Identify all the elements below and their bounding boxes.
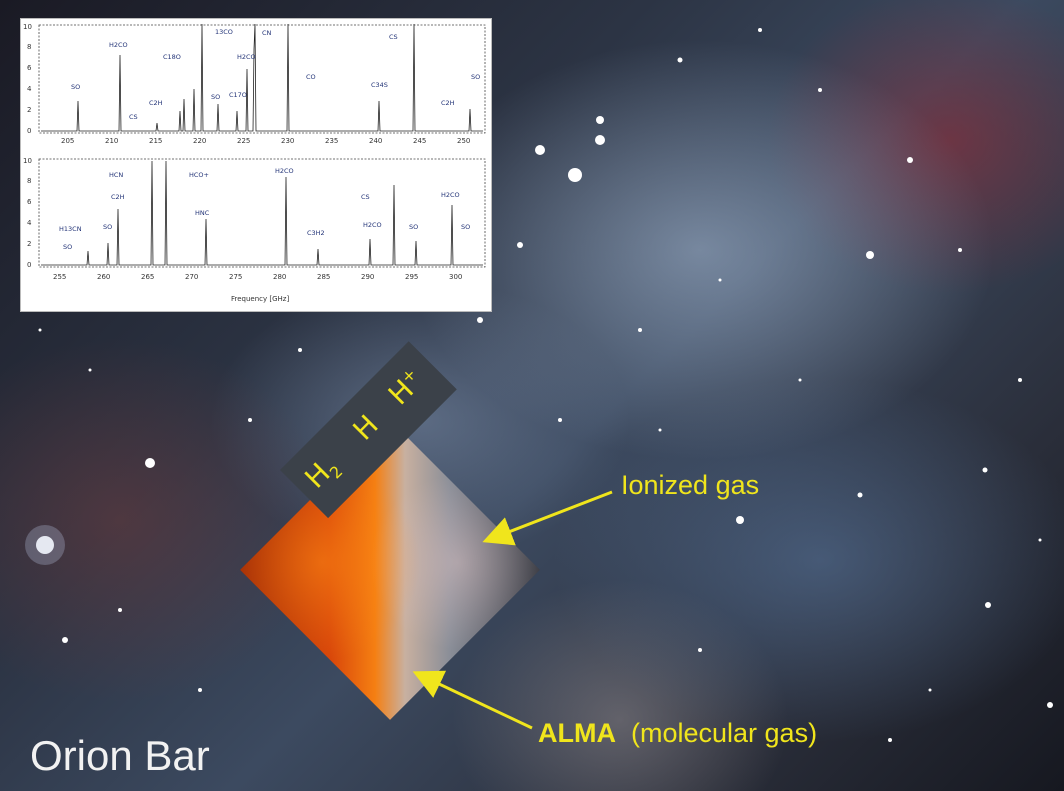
zone-hplus-label: H+ bbox=[381, 364, 421, 412]
svg-text:8: 8 bbox=[27, 177, 31, 185]
svg-text:CS: CS bbox=[361, 193, 370, 201]
svg-text:SO: SO bbox=[211, 93, 220, 101]
svg-text:SO: SO bbox=[409, 223, 418, 231]
svg-text:C17O: C17O bbox=[229, 91, 247, 99]
svg-text:C2H: C2H bbox=[441, 99, 455, 107]
svg-text:C2H: C2H bbox=[149, 99, 163, 107]
svg-text:HNC: HNC bbox=[195, 209, 210, 217]
top-spectrum-trace bbox=[41, 23, 483, 132]
svg-text:H2CO: H2CO bbox=[441, 191, 460, 199]
svg-text:C18O: C18O bbox=[163, 53, 181, 61]
svg-text:275: 275 bbox=[229, 273, 242, 281]
svg-text:210: 210 bbox=[105, 137, 118, 145]
svg-text:10: 10 bbox=[23, 157, 32, 165]
svg-text:8: 8 bbox=[27, 43, 31, 51]
zone-h-label: H bbox=[346, 408, 385, 447]
svg-text:CS: CS bbox=[129, 113, 138, 121]
svg-text:HCN: HCN bbox=[109, 171, 123, 179]
svg-text:6: 6 bbox=[27, 198, 32, 206]
svg-text:2: 2 bbox=[27, 240, 31, 248]
svg-text:220: 220 bbox=[193, 137, 206, 145]
svg-text:4: 4 bbox=[27, 219, 32, 227]
svg-text:H2CO: H2CO bbox=[109, 41, 128, 49]
svg-text:255: 255 bbox=[53, 273, 66, 281]
top-y-ticks: 0 2 4 6 8 10 bbox=[23, 23, 32, 135]
svg-text:295: 295 bbox=[405, 273, 418, 281]
svg-text:2: 2 bbox=[27, 106, 31, 114]
svg-text:SO: SO bbox=[471, 73, 480, 81]
molecular-line-spectra-panel: 0 2 4 6 8 10 205 210 215 220 225 230 235… bbox=[20, 18, 492, 312]
svg-text:290: 290 bbox=[361, 273, 374, 281]
svg-text:245: 245 bbox=[413, 137, 426, 145]
svg-text:SO: SO bbox=[461, 223, 470, 231]
alma-molecular-gas-label: ALMA (molecular gas) bbox=[538, 718, 818, 748]
bottom-spectrum-frame bbox=[38, 158, 486, 268]
svg-text:225: 225 bbox=[237, 137, 250, 145]
svg-text:H13CN: H13CN bbox=[59, 225, 82, 233]
top-spectrum-frame bbox=[38, 24, 486, 134]
svg-text:C34S: C34S bbox=[371, 81, 388, 89]
svg-text:C3H2: C3H2 bbox=[307, 229, 325, 237]
bottom-species-labels: SO H13CN SO C2H HCN HCO+ HNC H2CO C3H2 H… bbox=[59, 167, 470, 251]
top-species-labels: SO H2CO CS C2H C18O 13CO SO C17O H2CO CN… bbox=[71, 28, 480, 121]
ionized-gas-label: Ionized gas bbox=[621, 470, 760, 500]
svg-text:280: 280 bbox=[273, 273, 286, 281]
zone-h2-label: H2 bbox=[298, 456, 347, 495]
top-x-ticks: 205 210 215 220 225 230 235 240 245 250 bbox=[61, 137, 470, 145]
svg-text:13CO: 13CO bbox=[215, 28, 233, 36]
svg-text:235: 235 bbox=[325, 137, 338, 145]
bottom-x-ticks: 255 260 265 270 275 280 285 290 295 300 bbox=[53, 273, 462, 281]
svg-text:H2CO: H2CO bbox=[237, 53, 256, 61]
x-axis-label: Frequency [GHz] bbox=[231, 295, 289, 303]
svg-text:240: 240 bbox=[369, 137, 382, 145]
svg-text:270: 270 bbox=[185, 273, 198, 281]
svg-text:SO: SO bbox=[71, 83, 80, 91]
svg-text:C2H: C2H bbox=[111, 193, 125, 201]
svg-text:300: 300 bbox=[449, 273, 462, 281]
svg-text:HCO+: HCO+ bbox=[189, 171, 209, 179]
svg-text:230: 230 bbox=[281, 137, 294, 145]
svg-text:215: 215 bbox=[149, 137, 162, 145]
svg-text:SO: SO bbox=[63, 243, 72, 251]
page-title: Orion Bar bbox=[30, 732, 210, 779]
svg-text:265: 265 bbox=[141, 273, 154, 281]
svg-text:4: 4 bbox=[27, 85, 32, 93]
svg-text:CS: CS bbox=[389, 33, 398, 41]
svg-text:6: 6 bbox=[27, 64, 32, 72]
svg-text:CO: CO bbox=[306, 73, 316, 81]
svg-text:10: 10 bbox=[23, 23, 32, 31]
bottom-spectrum-trace bbox=[41, 160, 483, 266]
bottom-y-ticks: 0 2 4 6 8 10 bbox=[23, 157, 32, 269]
svg-text:0: 0 bbox=[27, 127, 31, 135]
svg-text:0: 0 bbox=[27, 261, 31, 269]
svg-text:H2CO: H2CO bbox=[363, 221, 382, 229]
svg-text:260: 260 bbox=[97, 273, 110, 281]
svg-text:205: 205 bbox=[61, 137, 74, 145]
svg-text:H2CO: H2CO bbox=[275, 167, 294, 175]
svg-text:CN: CN bbox=[262, 29, 272, 37]
svg-text:285: 285 bbox=[317, 273, 330, 281]
spectra-figure: 0 2 4 6 8 10 205 210 215 220 225 230 235… bbox=[23, 23, 486, 303]
svg-text:SO: SO bbox=[103, 223, 112, 231]
svg-text:250: 250 bbox=[457, 137, 470, 145]
